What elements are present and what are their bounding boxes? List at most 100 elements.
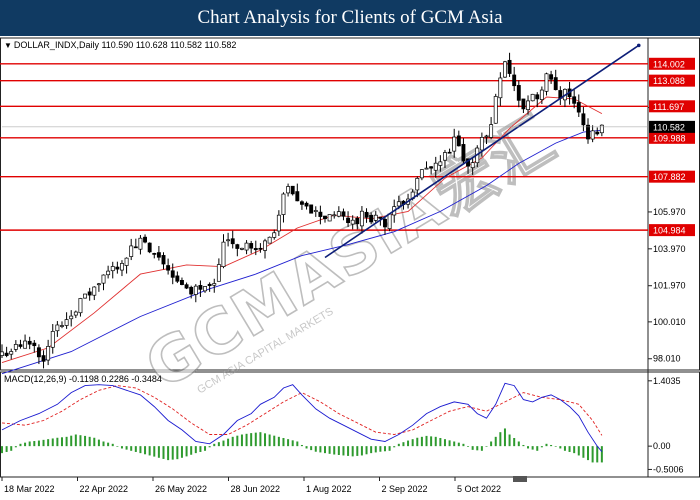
macd-histogram-bar xyxy=(457,442,460,447)
macd-histogram-bar xyxy=(531,446,534,450)
price-tick-label: 98.010 xyxy=(653,354,681,364)
candle-up xyxy=(216,264,221,282)
macd-histogram-bar xyxy=(185,446,188,457)
macd-histogram-bar xyxy=(167,446,170,461)
candle-down xyxy=(249,243,254,249)
trendline[interactable] xyxy=(324,43,641,259)
level-label: 109.988 xyxy=(653,133,686,143)
macd-histogram-bar xyxy=(259,432,262,447)
macd-histogram-bar xyxy=(139,446,142,454)
candlesticks xyxy=(0,52,604,369)
candle-up xyxy=(78,298,83,314)
level-label: 107.882 xyxy=(653,172,686,182)
candle-up xyxy=(110,266,115,272)
macd-panel: 1.4035 0.00 -0.5006 xyxy=(1,376,684,474)
trendline-line[interactable] xyxy=(324,44,640,259)
level-label-box xyxy=(649,100,695,113)
macd-histogram-bar xyxy=(536,446,539,451)
macd-histogram-bar xyxy=(42,439,45,447)
macd-histogram-bar xyxy=(102,441,105,447)
macd-histogram-bar xyxy=(111,443,114,447)
macd-histogram-bar xyxy=(217,442,220,447)
macd-histogram-bar xyxy=(591,446,594,463)
macd-histogram-bar xyxy=(324,446,326,454)
candle-down xyxy=(507,59,512,74)
candle-down xyxy=(295,191,300,202)
level-label-box xyxy=(649,131,695,144)
macd-histogram-bar xyxy=(448,440,451,447)
time-tick-label: 28 Jun 2022 xyxy=(231,484,281,494)
macd-histogram-bar xyxy=(568,446,571,452)
macd-histogram-bar xyxy=(517,441,520,447)
macd-histogram-bar xyxy=(333,446,336,455)
macd-histogram-bar xyxy=(494,436,497,447)
macd-histogram-bar xyxy=(84,435,87,447)
macd-histogram-bar xyxy=(194,446,197,454)
moving-average-blue xyxy=(1,129,602,375)
candle-up xyxy=(272,232,277,238)
candle-up xyxy=(332,214,337,217)
candle-down xyxy=(166,265,171,271)
macd-histogram-bar xyxy=(582,446,585,458)
candle-up xyxy=(373,214,378,221)
candle-down xyxy=(161,255,166,265)
candle-up xyxy=(443,152,447,161)
macd-histogram-bar xyxy=(360,446,363,456)
candle-down xyxy=(147,242,152,253)
candle-down xyxy=(576,102,581,113)
macd-histogram-bar xyxy=(222,440,225,447)
symbol-ohlc-text: DOLLAR_INDX,Daily 110.590 110.628 110.58… xyxy=(13,40,237,50)
macd-histogram-bar xyxy=(56,437,59,447)
candle-up xyxy=(599,124,604,134)
macd-histogram-bar xyxy=(287,439,290,447)
time-tick-label: 18 Mar 2022 xyxy=(4,484,55,494)
macd-histogram-bar xyxy=(587,446,590,461)
candle-down xyxy=(595,131,600,135)
macd-histogram-bar xyxy=(10,446,13,451)
macd-histogram-bar xyxy=(513,437,516,447)
candle-down xyxy=(41,355,46,362)
candle-up xyxy=(96,283,101,286)
macd-histogram-bar xyxy=(550,444,553,447)
macd-histogram-bar xyxy=(5,446,8,452)
macd-histogram-bar xyxy=(402,442,405,447)
macd-histogram-bar xyxy=(545,443,548,447)
scroll-marker[interactable] xyxy=(513,476,527,482)
macd-histogram-bar xyxy=(213,443,216,447)
macd-histogram-bar xyxy=(33,441,36,447)
candle-down xyxy=(235,244,240,249)
candle-up xyxy=(203,286,207,292)
candle-up xyxy=(424,167,429,170)
macd-histogram-bar xyxy=(480,446,483,451)
candle-down xyxy=(189,286,194,295)
macd-histogram-bar xyxy=(65,436,68,447)
candle-up xyxy=(336,211,341,217)
macd-histogram-bar xyxy=(420,436,423,447)
macd-histogram-bar xyxy=(190,446,193,455)
trendline-handle[interactable] xyxy=(636,43,641,48)
candle-up xyxy=(438,161,443,166)
candle-down xyxy=(461,144,466,162)
macd-histogram-bar xyxy=(374,446,377,453)
price-axis: 98.010100.010101.970103.970105.970111.63… xyxy=(2,57,695,364)
main-panel-border xyxy=(0,37,700,371)
time-tick-label: 5 Oct 2022 xyxy=(457,484,501,494)
macd-histogram-bar xyxy=(397,443,400,447)
macd-histogram-bar xyxy=(148,446,151,456)
time-tick-label: 1 Aug 2022 xyxy=(306,484,352,494)
candle-up xyxy=(359,210,364,227)
dropdown-triangle-icon[interactable]: ▼ xyxy=(4,41,12,50)
candle-down xyxy=(346,217,351,224)
macd-histogram-bar xyxy=(88,436,91,447)
macd-histogram-bar xyxy=(24,442,27,447)
macd-histogram-bar xyxy=(430,436,433,447)
macd-histogram-bar xyxy=(328,446,331,454)
macd-histogram-bar xyxy=(467,446,470,447)
macd-histogram-bar xyxy=(356,446,359,456)
macd-histogram-bar xyxy=(107,442,110,447)
macd-histogram-bar xyxy=(503,428,506,447)
candle-down xyxy=(323,215,327,220)
macd-histogram-bar xyxy=(157,446,160,458)
candle-down xyxy=(230,238,235,245)
macd-histogram-bar xyxy=(379,446,382,452)
